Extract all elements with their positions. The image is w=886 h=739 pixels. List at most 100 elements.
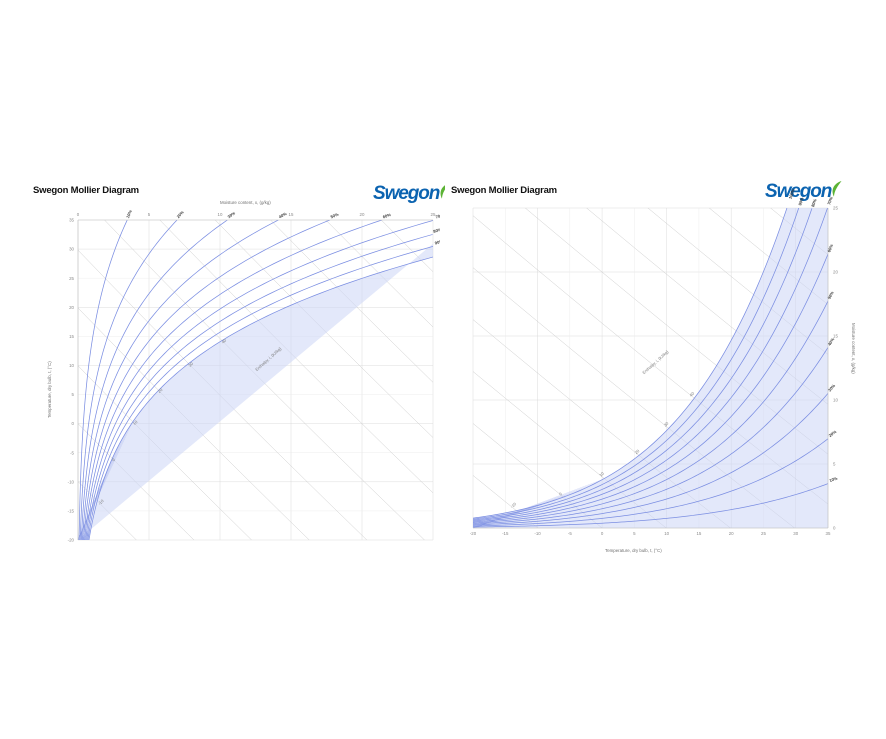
tick-moisture-25: 25 xyxy=(833,206,838,211)
tick-temperature-0: 0 xyxy=(601,531,604,536)
relative-humidity-curves xyxy=(473,208,828,528)
rh-curve-20 xyxy=(79,220,178,540)
relative-humidity-curves xyxy=(78,220,433,540)
rh-label-20: 20% xyxy=(176,209,185,219)
enthalpy-label-10: 10 xyxy=(132,419,139,426)
tick-temperature-25: 25 xyxy=(69,276,74,281)
rh-label-80: 80% xyxy=(433,227,440,234)
tick-moisture-20: 20 xyxy=(360,212,365,217)
enthalpy-label-0: 0 xyxy=(111,457,117,463)
rh-label-20: 20% xyxy=(828,429,838,438)
rh-curve-30 xyxy=(80,220,228,540)
rh-label-90: 90% xyxy=(797,196,805,206)
tick-moisture-15: 15 xyxy=(833,334,838,339)
enthalpy-line xyxy=(473,423,603,528)
mollier-diagram-left: Swegon Mollier Diagram Swegon Moisture c… xyxy=(20,178,450,568)
rh-curve-50 xyxy=(83,220,331,540)
tick-temperature-15: 15 xyxy=(69,334,74,339)
tick-temperature-30: 30 xyxy=(793,531,798,536)
tick-moisture-15: 15 xyxy=(289,212,294,217)
rh-label-50: 50% xyxy=(826,290,834,300)
enthalpy-label-30: 30 xyxy=(187,361,194,368)
tick-temperature-35: 35 xyxy=(826,531,831,536)
rh-label-30: 30% xyxy=(827,383,836,393)
mollier-plot-left: 0 5 10 15 20 25 35 30 25 20 15 10 5 0 -5 -10 -15 -20 10% 20… xyxy=(68,209,440,543)
tick-moisture-25: 25 xyxy=(431,212,436,217)
enthalpy-line xyxy=(78,481,137,540)
tick-temperature--20: -20 xyxy=(68,538,75,543)
tick-temperature--10: -10 xyxy=(534,531,541,536)
tick-temperature-10: 10 xyxy=(69,363,74,368)
swegon-wordmark: Swegon xyxy=(765,181,832,202)
enthalpy-line xyxy=(270,220,433,383)
enthalpy-line xyxy=(159,220,433,494)
enthalpy-label-20: 20 xyxy=(157,387,164,394)
tick-moisture-10: 10 xyxy=(833,398,838,403)
swegon-logo-right: Swegon xyxy=(765,181,842,202)
tick-temperature-30: 30 xyxy=(69,247,74,252)
rh-curve-70 xyxy=(473,208,828,522)
tick-moisture-0: 0 xyxy=(833,526,836,531)
enthalpy-line xyxy=(78,307,310,540)
rh-curve-100 xyxy=(473,208,788,519)
temperature-axis-title-right: Temperature, dry bulb, t, (°C) xyxy=(605,548,662,553)
tick-temperature-20: 20 xyxy=(729,531,734,536)
rh-label-30: 30% xyxy=(227,210,237,219)
saturation-area xyxy=(473,208,828,528)
curve-labels: 10% 20% 30% 40% 50% 60% 70% 80% 90%100% -10 0 10 20 3… xyxy=(509,188,838,509)
leaf-icon xyxy=(832,181,842,197)
tick-temperature-5: 5 xyxy=(633,531,636,536)
rh-label-10: 10% xyxy=(125,209,133,219)
tick-temperature-35: 35 xyxy=(69,218,74,223)
tick-temperature--15: -15 xyxy=(68,509,75,514)
rh-curve-70 xyxy=(85,220,433,540)
rh-label-40: 40% xyxy=(278,211,288,219)
rh-curve-50 xyxy=(473,300,828,524)
enthalpy-axis-caption: Enthalpy, i, (kJ/kg) xyxy=(641,349,670,375)
rh-curve-100 xyxy=(88,256,433,540)
rh-curve-10 xyxy=(78,220,128,540)
rh-label-80: 80% xyxy=(810,198,818,208)
tick-temperature--15: -15 xyxy=(502,531,509,536)
rh-label-70: 70% xyxy=(435,212,440,219)
chart-title-left: Swegon Mollier Diagram xyxy=(33,185,139,196)
tick-moisture-20: 20 xyxy=(833,270,838,275)
enthalpy-line xyxy=(708,208,828,305)
swegon-wordmark: Swegon xyxy=(373,183,440,204)
rh-curve-60 xyxy=(84,220,383,540)
enthalpy-label-30: 30 xyxy=(663,420,670,427)
enthalpy-label-20: 20 xyxy=(634,448,641,455)
tick-temperature-5: 5 xyxy=(72,392,75,397)
rh-label-10: 10% xyxy=(829,475,839,483)
tick-temperature-0: 0 xyxy=(72,421,75,426)
enthalpy-label-10: 10 xyxy=(598,470,605,477)
enthalpy-label-0: 0 xyxy=(558,491,564,497)
enthalpy-label--10: -10 xyxy=(97,498,105,506)
mollier-diagram-right: Swegon Mollier Diagram Swegon Temperatur… xyxy=(445,178,875,568)
enthalpy-label-40: 40 xyxy=(221,337,228,344)
tick-temperature--10: -10 xyxy=(68,479,75,484)
rh-curve-90 xyxy=(473,208,800,520)
saturation-area xyxy=(78,243,433,540)
tick-moisture-10: 10 xyxy=(218,212,223,217)
rh-curve-20 xyxy=(473,438,828,527)
rh-label-90: 90% xyxy=(434,238,440,245)
saturation-region xyxy=(473,208,828,528)
tick-moisture-0: 0 xyxy=(77,212,80,217)
tick-moisture-5: 5 xyxy=(148,212,151,217)
rh-curve-80 xyxy=(86,234,433,540)
rh-curve-40 xyxy=(473,347,828,525)
rh-label-60: 60% xyxy=(382,212,392,220)
saturation-region xyxy=(78,243,433,540)
enthalpy-line xyxy=(381,220,433,273)
tick-temperature--5: -5 xyxy=(568,531,572,536)
enthalpy-line xyxy=(78,365,252,540)
enthalpy-line xyxy=(215,220,433,438)
mollier-plot-right: -20 -15 -10 -5 0 5 10 15 20 25 30 35051015202510%20… xyxy=(470,188,839,536)
rh-curve-40 xyxy=(82,220,279,540)
rh-label-70: 70% xyxy=(826,196,834,206)
rh-curve-10 xyxy=(473,483,828,528)
tick-moisture-5: 5 xyxy=(833,462,836,467)
